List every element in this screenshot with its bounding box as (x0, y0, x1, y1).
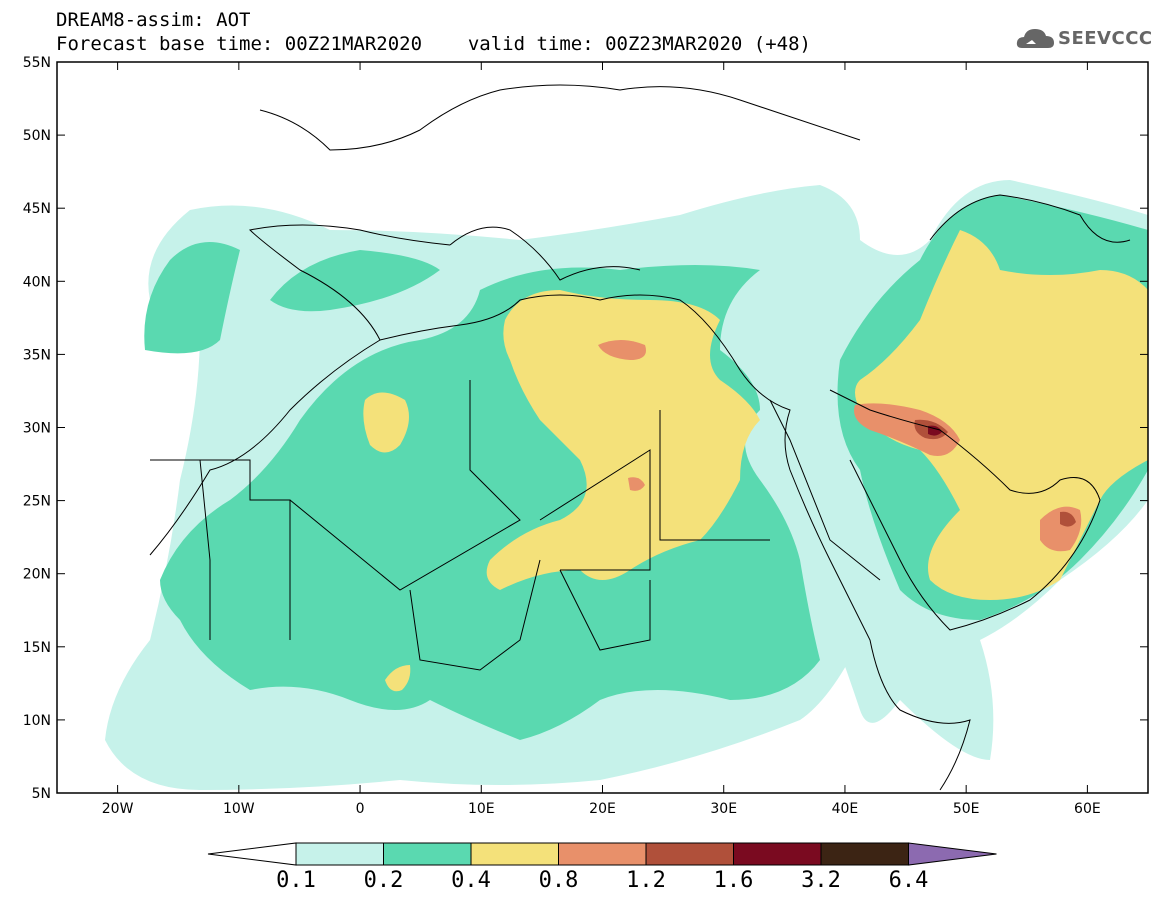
lat-tick-label: 55N (23, 55, 51, 71)
aot-0.8-region (628, 477, 645, 491)
aot-0.4-region (385, 665, 411, 692)
lon-tick-label: 30E (710, 801, 737, 817)
lon-tick-label: 60E (1074, 801, 1101, 817)
time-line: Forecast base time: 00Z21MAR2020 valid t… (56, 34, 811, 54)
aot-0.4-region (486, 290, 760, 590)
valid-time: valid time: 00Z23MAR2020 (+48) (467, 33, 811, 55)
lat-tick-label: 50N (23, 128, 51, 144)
lat-tick-label: 25N (23, 494, 51, 510)
lon-tick-label: 40E (832, 801, 859, 817)
lat-tick-label: 40N (23, 274, 51, 290)
coastlines (149, 84, 1131, 791)
colorbar-over-arrow (908, 842, 997, 866)
lon-tick-label: 50E (953, 801, 980, 817)
cloud-icon (1016, 29, 1054, 48)
longitude-axis: 20W 10W 0 10E 20E 30E 40E 50E 60E (102, 62, 1101, 817)
colorbar-swatch (470, 842, 559, 866)
colorbar-label: 0.1 (276, 868, 316, 893)
colorbar-label: 0.4 (451, 868, 491, 893)
lat-tick-label: 20N (23, 567, 51, 583)
colorbar-swatch (295, 842, 384, 866)
lon-tick-label: 10W (223, 801, 255, 817)
lat-tick-label: 5N (32, 786, 51, 802)
colorbar-label: 3.2 (801, 868, 841, 893)
colorbar-swatch (820, 842, 909, 866)
aot-0.4-region (855, 230, 1148, 600)
lon-tick-label: 10E (468, 801, 495, 817)
logo-text: SEEVCCC (1058, 28, 1153, 49)
model-title: DREAM8-assim: AOT (56, 9, 251, 31)
colorbar (207, 842, 997, 866)
colorbar-swatch (645, 842, 734, 866)
colorbar-swatch (558, 842, 647, 866)
aot-0.2-region (144, 242, 240, 354)
aot-0.8-region (854, 403, 960, 456)
base-time: Forecast base time: 00Z21MAR2020 (56, 33, 423, 55)
lat-tick-label: 10N (23, 713, 51, 729)
lat-tick-label: 35N (23, 347, 51, 363)
colorbar-label: 1.2 (626, 868, 666, 893)
colorbar-swatch (733, 842, 822, 866)
lon-tick-label: 20E (589, 801, 616, 817)
aot-0.2-region (270, 250, 440, 312)
seevccc-logo: SEEVCCC (1014, 22, 1154, 56)
colorbar-label: 0.8 (538, 868, 579, 893)
aot-1.2-region (1060, 511, 1076, 527)
aot-0.4-region (363, 392, 409, 453)
colorbar-label: 6.4 (888, 868, 929, 893)
colorbar-label: 0.2 (363, 868, 404, 893)
lat-tick-label: 15N (23, 640, 51, 656)
aot-field (105, 84, 1148, 791)
lat-tick-label: 45N (23, 201, 51, 217)
colorbar-label: 1.6 (713, 868, 754, 893)
aot-0.8-region (598, 340, 646, 360)
lon-tick-label: 20W (102, 801, 134, 817)
lat-tick-label: 30N (23, 421, 51, 437)
lon-tick-label: 0 (356, 801, 365, 817)
colorbar-under-arrow (207, 842, 297, 866)
latitude-axis: 55N 50N 45N 40N 35N 30N 25N 20N 15N 10N 5N (23, 55, 1148, 802)
colorbar-swatch (383, 842, 472, 866)
